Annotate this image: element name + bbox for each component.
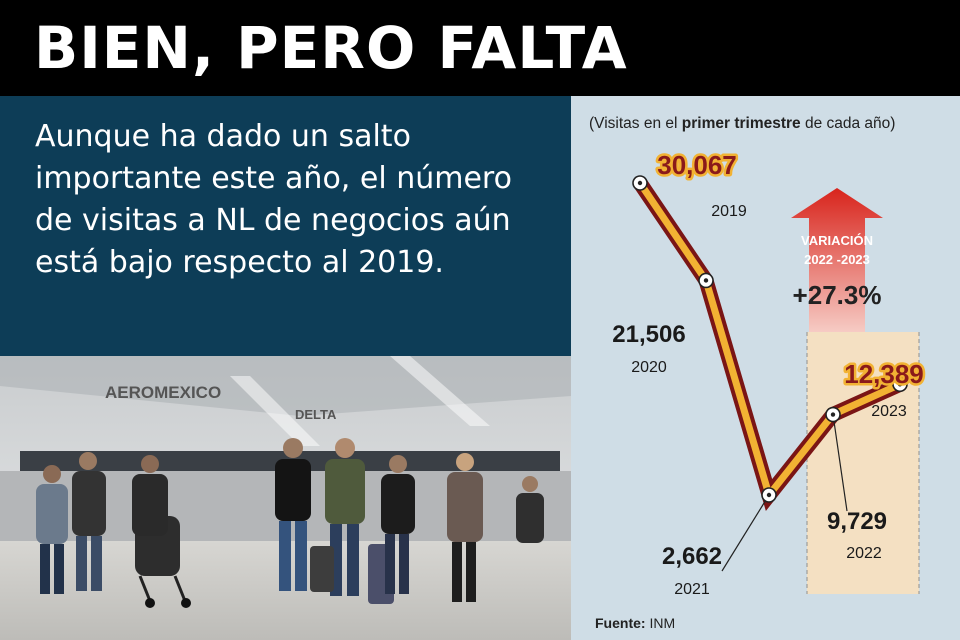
value-label: 12,389	[844, 359, 924, 389]
source-line: Fuente: INM	[595, 615, 675, 631]
source-label: Fuente:	[595, 615, 646, 631]
year-label: 2019	[711, 203, 747, 220]
chart-panel: (Visitas en el primer trimestre de cada …	[571, 96, 960, 640]
variation-title-2: 2022 -2023	[804, 252, 870, 267]
year-label: 2022	[846, 545, 882, 562]
value-label: 21,506	[612, 321, 685, 348]
variation-highlight	[807, 332, 919, 594]
headline: BIEN, PERO FALTA	[34, 14, 628, 82]
data-marks: 30,067 2019 21,506 2020 2,662 2021 9,729 2022 12…	[612, 148, 926, 599]
traveler	[516, 476, 544, 543]
visits-chart: (Visitas en el primer trimestre de cada …	[589, 115, 926, 631]
traveler	[381, 455, 415, 594]
airport-photo: AEROMEXICO DELTA	[0, 356, 571, 640]
data-point-center	[766, 492, 772, 498]
traveler	[447, 453, 483, 602]
skylight	[230, 376, 320, 446]
ceiling-beam	[0, 356, 571, 416]
source-value: INM	[649, 615, 675, 631]
data-point-center	[637, 180, 643, 186]
value-label: 30,067	[657, 150, 737, 180]
data-point-center	[897, 382, 903, 387]
data-point-center	[703, 278, 709, 283]
value-label: 2,662	[662, 543, 722, 570]
intro-box	[0, 96, 571, 356]
traveler	[72, 452, 106, 591]
traveler	[36, 465, 68, 594]
airport-photo-illustration: AEROMEXICO DELTA	[0, 356, 571, 640]
label-leader	[832, 414, 848, 512]
delta-sign: DELTA	[295, 407, 337, 422]
chart-subtitle: (Visitas en el primer trimestre de cada …	[589, 115, 895, 132]
year-label: 2023	[871, 403, 907, 420]
chart-subtitle-pre: (Visitas en el	[589, 115, 682, 132]
label-leader	[721, 494, 770, 572]
skylight	[390, 356, 490, 426]
variation-arrow	[791, 188, 883, 332]
variation-value: +27.3%	[793, 280, 882, 310]
value-label: 9,729	[827, 508, 887, 535]
traveler	[132, 455, 168, 536]
year-label: 2020	[631, 359, 667, 376]
year-label: 2021	[674, 581, 710, 598]
title-bar: BIEN, PERO FALTA	[0, 0, 960, 96]
travelers	[36, 438, 544, 608]
data-point-center	[830, 412, 836, 417]
chart-subtitle-post: de cada año)	[801, 115, 896, 132]
aeromexico-sign: AEROMEXICO	[105, 383, 221, 402]
intro-text: Aunque ha dado un salto importante este …	[35, 119, 512, 280]
variation-title-1: VARIACIÓN	[801, 233, 873, 248]
traveler	[275, 438, 311, 591]
chart-subtitle-bold: primer trimestre	[682, 115, 801, 132]
